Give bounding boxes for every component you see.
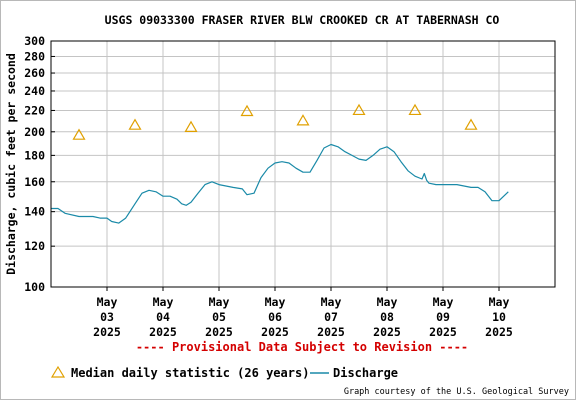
y-tick-label-160: 160: [24, 175, 45, 189]
y-tick-label-200: 200: [24, 125, 45, 139]
median-triangle-1: [128, 118, 142, 130]
y-tick-label-140: 140: [24, 205, 45, 219]
x-tick-label-line: May: [97, 295, 118, 309]
x-tick-label-line: 09: [436, 310, 450, 324]
grid-lines: [51, 41, 555, 287]
x-tick-label-line: 2025: [485, 325, 513, 339]
x-tick-label-line: 2025: [93, 325, 121, 339]
x-tick-label-line: 2025: [149, 325, 177, 339]
x-tick-label-2025-05-08: May 08 2025: [373, 295, 401, 339]
x-tick-label-line: May: [489, 295, 510, 309]
legend: Median daily statistic (26 years) Dischar…: [50, 365, 398, 380]
provisional-note: ---- Provisional Data Subject to Revisio…: [136, 340, 468, 354]
legend-triangle-icon: [50, 365, 66, 378]
legend-label-median: Median daily statistic (26 years): [71, 366, 309, 380]
x-tick-label-line: May: [321, 295, 342, 309]
x-tick-label-line: May: [433, 295, 454, 309]
x-tick-label-2025-05-05: May 05 2025: [205, 295, 233, 339]
x-tick-label-line: 04: [156, 310, 170, 324]
x-tick-label-line: 03: [100, 310, 114, 324]
plot-area: [51, 41, 555, 287]
median-triangle-4: [296, 114, 310, 126]
x-tick-label-line: 2025: [261, 325, 289, 339]
y-tick-label-220: 220: [24, 103, 45, 117]
usgs-credit: Graph courtesy of the U.S. Geological Su…: [344, 387, 569, 397]
x-tick-label-2025-05-06: May 06 2025: [261, 295, 289, 339]
x-tick-label-line: 08: [380, 310, 394, 324]
y-axis-label: Discharge, cubic feet per second: [4, 53, 18, 275]
x-tick-label-2025-05-04: May 04 2025: [149, 295, 177, 339]
x-tick-label-line: May: [209, 295, 230, 309]
median-triangle-6: [408, 103, 422, 116]
series-line-discharge: [51, 143, 509, 224]
x-tick-label-2025-05-10: May 10 2025: [485, 295, 513, 339]
median-triangle-2: [184, 120, 198, 132]
x-tick-label-2025-05-09: May 09 2025: [429, 295, 457, 339]
y-tick-label-260: 260: [24, 66, 45, 80]
y-tick-label-180: 180: [24, 148, 45, 162]
y-tick-label-280: 280: [24, 49, 45, 63]
median-triangle-7: [464, 118, 478, 130]
x-tick-label-line: 2025: [373, 325, 401, 339]
chart-title: USGS 09033300 FRASER RIVER BLW CROOKED C…: [105, 13, 500, 27]
x-tick-label-line: May: [377, 295, 398, 309]
y-tick-label-240: 240: [24, 84, 45, 98]
y-tick-label-120: 120: [24, 239, 45, 253]
x-tick-label-line: 2025: [205, 325, 233, 339]
y-tick-label-300: 300: [24, 34, 45, 48]
median-triangle-5: [352, 103, 366, 116]
x-tick-label-line: 10: [492, 310, 506, 324]
x-tick-label-2025-05-07: May 07 2025: [317, 295, 345, 339]
x-tick-label-line: 07: [324, 310, 338, 324]
x-tick-label-line: May: [153, 295, 174, 309]
plot-border: [50, 40, 556, 288]
median-triangle-0: [72, 128, 86, 140]
x-tick-label-line: 05: [212, 310, 226, 324]
x-tick-label-line: May: [265, 295, 286, 309]
legend-label-discharge: Discharge: [333, 366, 398, 380]
y-tick-label-100: 100: [24, 280, 45, 294]
x-tick-label-line: 2025: [429, 325, 457, 339]
x-tick-label-line: 2025: [317, 325, 345, 339]
x-tick-label-2025-05-03: May 03 2025: [93, 295, 121, 339]
median-triangle-3: [240, 104, 254, 117]
x-tick-label-line: 06: [268, 310, 282, 324]
series-layer: [51, 103, 509, 224]
